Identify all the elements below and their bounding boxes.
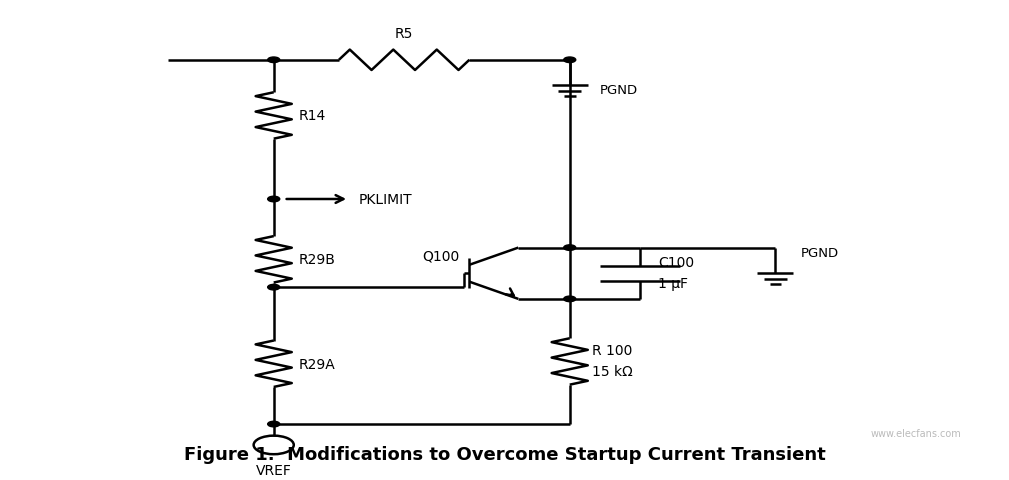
Text: www.elecfans.com: www.elecfans.com (871, 429, 962, 438)
Circle shape (267, 58, 279, 63)
Circle shape (564, 297, 576, 302)
Text: Q100: Q100 (422, 249, 459, 263)
Text: C100: C100 (658, 255, 694, 269)
Text: VREF: VREF (255, 463, 292, 477)
Circle shape (267, 421, 279, 427)
Text: 1 μF: 1 μF (658, 277, 688, 291)
Circle shape (267, 285, 279, 290)
Text: PKLIMIT: PKLIMIT (359, 192, 413, 206)
Text: Figure 1.  Modifications to Overcome Startup Current Transient: Figure 1. Modifications to Overcome Star… (184, 445, 825, 464)
Text: 15 kΩ: 15 kΩ (592, 364, 633, 378)
Text: PGND: PGND (599, 84, 638, 97)
Text: R29A: R29A (299, 357, 336, 371)
Circle shape (564, 58, 576, 63)
Circle shape (564, 245, 576, 251)
Circle shape (267, 197, 279, 203)
Text: PGND: PGND (800, 246, 838, 259)
Text: R5: R5 (395, 27, 414, 41)
Text: R14: R14 (299, 109, 326, 123)
Text: R29B: R29B (299, 253, 336, 267)
Text: R 100: R 100 (592, 343, 633, 357)
